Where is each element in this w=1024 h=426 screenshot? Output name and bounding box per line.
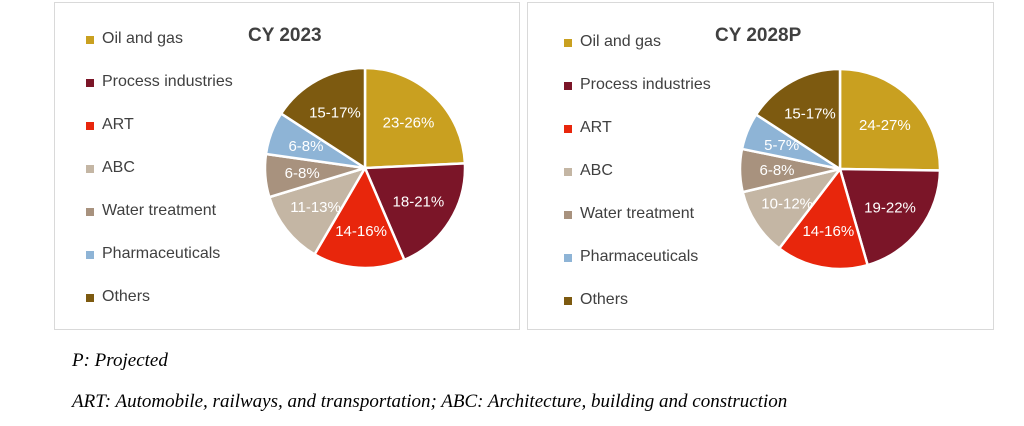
legend-item: Others bbox=[564, 291, 711, 334]
pie-slice bbox=[279, 66, 367, 170]
legend: Oil and gas Process industries ART ABC W… bbox=[86, 30, 233, 331]
legend-label: Process industries bbox=[580, 76, 711, 93]
legend-item: ART bbox=[564, 119, 711, 162]
legend-swatch bbox=[564, 211, 572, 219]
pie-slice bbox=[754, 67, 842, 171]
chart-title: CY 2023 bbox=[248, 25, 322, 46]
legend-item: Water treatment bbox=[86, 202, 233, 245]
slice-label: 23-26% bbox=[383, 114, 435, 131]
legend-swatch bbox=[86, 79, 94, 87]
slice-label: 6-8% bbox=[285, 165, 320, 182]
legend-label: ART bbox=[580, 119, 612, 136]
legend: Oil and gas Process industries ART ABC W… bbox=[564, 33, 711, 334]
legend-swatch bbox=[86, 165, 94, 173]
slice-label: 6-8% bbox=[288, 138, 323, 155]
legend-swatch bbox=[86, 36, 94, 44]
pie-chart: 24-27% 19-22% 14-16% 10-12% 6-8% 5-7% 15-17% bbox=[738, 67, 942, 271]
chart-title: CY 2028P bbox=[715, 25, 802, 46]
pie-slice bbox=[838, 167, 942, 267]
legend-label: Others bbox=[580, 291, 629, 308]
legend-item: Pharmaceuticals bbox=[86, 245, 233, 288]
slice-label: 11-13% bbox=[290, 199, 341, 216]
chart-panel-cy2023: CY 2023 Oil and gas Process industries A… bbox=[54, 2, 520, 330]
slice-label: 24-27% bbox=[859, 117, 911, 134]
legend-label: Oil and gas bbox=[102, 30, 183, 47]
legend-item: Process industries bbox=[86, 73, 233, 116]
slice-label: 19-22% bbox=[864, 199, 916, 216]
legend-swatch bbox=[564, 168, 572, 176]
legend-label: ABC bbox=[102, 159, 135, 176]
legend-label: Oil and gas bbox=[580, 33, 661, 50]
legend-swatch bbox=[564, 125, 572, 133]
slice-label: 15-17% bbox=[784, 106, 836, 123]
slice-label: 14-16% bbox=[335, 223, 387, 240]
legend-item: Process industries bbox=[564, 76, 711, 119]
pie-slice bbox=[363, 162, 467, 262]
legend-label: Water treatment bbox=[580, 205, 695, 222]
legend-swatch bbox=[564, 82, 572, 90]
legend-label: Process industries bbox=[102, 73, 233, 90]
slice-label: 15-17% bbox=[309, 105, 361, 122]
legend-swatch bbox=[86, 251, 94, 259]
pie-slice bbox=[313, 166, 406, 270]
legend-item: ABC bbox=[86, 159, 233, 202]
slice-label: 18-21% bbox=[393, 193, 445, 210]
pie-slice bbox=[363, 66, 467, 170]
slice-label: 14-16% bbox=[802, 223, 854, 240]
footnote-projected: P: Projected bbox=[72, 350, 168, 371]
legend-item: Pharmaceuticals bbox=[564, 248, 711, 291]
legend-item: Others bbox=[86, 288, 233, 331]
pie-slice bbox=[741, 167, 842, 250]
legend-item: Water treatment bbox=[564, 205, 711, 248]
legend-label: Pharmaceuticals bbox=[580, 248, 699, 265]
legend-label: Pharmaceuticals bbox=[102, 245, 221, 262]
footnote-abbreviations: ART: Automobile, railways, and transport… bbox=[72, 391, 788, 412]
pie-chart: 23-26% 18-21% 14-16% 11-13% 6-8% 6-8% 15-17% bbox=[263, 66, 467, 270]
pie-slice bbox=[268, 166, 367, 256]
legend-swatch bbox=[86, 208, 94, 216]
slice-label: 6-8% bbox=[759, 162, 794, 179]
chart-panel-cy2028p: CY 2028P Oil and gas Process industries … bbox=[527, 2, 994, 330]
legend-item: Oil and gas bbox=[564, 33, 711, 76]
slice-label: 5-7% bbox=[764, 137, 799, 154]
legend-swatch bbox=[86, 294, 94, 302]
legend-swatch bbox=[86, 122, 94, 130]
legend-item: ABC bbox=[564, 162, 711, 205]
legend-item: Oil and gas bbox=[86, 30, 233, 73]
legend-label: Water treatment bbox=[102, 202, 217, 219]
legend-label: ART bbox=[102, 116, 134, 133]
legend-label: ABC bbox=[580, 162, 613, 179]
pie-slice bbox=[777, 167, 869, 271]
legend-item: ART bbox=[86, 116, 233, 159]
legend-label: Others bbox=[102, 288, 151, 305]
legend-swatch bbox=[564, 297, 572, 305]
legend-swatch bbox=[564, 39, 572, 47]
pie-slice bbox=[838, 67, 942, 172]
slice-label: 10-12% bbox=[761, 195, 813, 212]
legend-swatch bbox=[564, 254, 572, 262]
